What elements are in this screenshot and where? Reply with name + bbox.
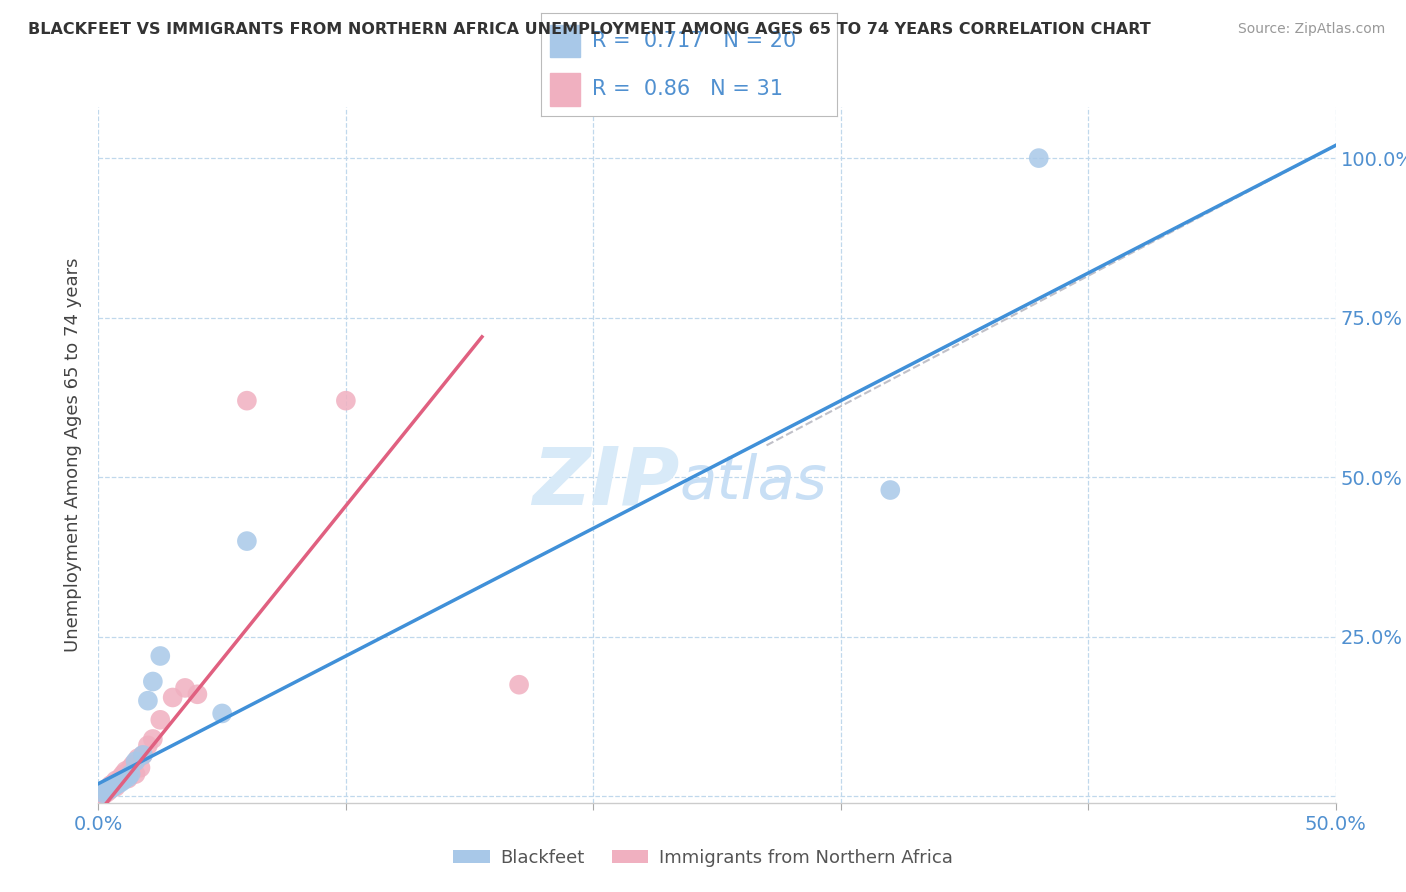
Text: R =  0.717   N = 20: R = 0.717 N = 20 bbox=[592, 31, 796, 51]
Point bbox=[120, 767, 142, 781]
Point bbox=[132, 747, 155, 762]
Point bbox=[94, 783, 117, 797]
Point bbox=[94, 786, 117, 800]
Point bbox=[100, 778, 122, 792]
Point bbox=[107, 775, 129, 789]
Point bbox=[93, 786, 115, 800]
Point bbox=[136, 694, 159, 708]
Point bbox=[97, 783, 120, 797]
Point bbox=[508, 678, 530, 692]
Point bbox=[103, 777, 125, 791]
Legend: Blackfeet, Immigrants from Northern Africa: Blackfeet, Immigrants from Northern Afri… bbox=[446, 842, 960, 874]
Point bbox=[90, 789, 112, 804]
Point bbox=[211, 706, 233, 721]
Point bbox=[114, 764, 136, 778]
Point bbox=[112, 767, 135, 781]
Point bbox=[124, 767, 146, 781]
Point bbox=[107, 777, 129, 791]
Point bbox=[142, 731, 165, 746]
Point bbox=[104, 780, 127, 794]
Point bbox=[112, 773, 135, 788]
Point bbox=[120, 761, 142, 775]
Point bbox=[132, 747, 155, 762]
Point bbox=[236, 534, 259, 549]
Point bbox=[127, 751, 149, 765]
Point bbox=[174, 681, 197, 695]
Point bbox=[104, 773, 127, 788]
Text: R =  0.86   N = 31: R = 0.86 N = 31 bbox=[592, 79, 783, 99]
Y-axis label: Unemployment Among Ages 65 to 74 years: Unemployment Among Ages 65 to 74 years bbox=[65, 258, 83, 652]
Point bbox=[117, 772, 139, 786]
Point bbox=[124, 754, 146, 768]
Point bbox=[110, 775, 132, 789]
Point bbox=[879, 483, 901, 497]
Point bbox=[104, 778, 127, 792]
Point bbox=[335, 393, 357, 408]
Text: BLACKFEET VS IMMIGRANTS FROM NORTHERN AFRICA UNEMPLOYMENT AMONG AGES 65 TO 74 YE: BLACKFEET VS IMMIGRANTS FROM NORTHERN AF… bbox=[28, 22, 1152, 37]
Point bbox=[100, 781, 122, 796]
Point bbox=[93, 788, 115, 802]
Point bbox=[122, 757, 145, 772]
Point bbox=[142, 674, 165, 689]
Point bbox=[162, 690, 184, 705]
Point bbox=[110, 770, 132, 784]
Point bbox=[236, 393, 259, 408]
Point bbox=[100, 781, 122, 796]
Text: ZIP: ZIP bbox=[533, 443, 681, 522]
Point bbox=[97, 784, 120, 798]
Point bbox=[117, 770, 139, 784]
Point bbox=[129, 761, 152, 775]
Bar bbox=[550, 25, 579, 57]
Text: Source: ZipAtlas.com: Source: ZipAtlas.com bbox=[1237, 22, 1385, 37]
Point bbox=[93, 786, 115, 800]
Point bbox=[1028, 151, 1050, 165]
Text: atlas: atlas bbox=[681, 453, 828, 512]
Point bbox=[136, 739, 159, 753]
Point bbox=[94, 784, 117, 798]
Point bbox=[149, 648, 172, 663]
Bar bbox=[550, 73, 579, 106]
Point bbox=[149, 713, 172, 727]
Point bbox=[186, 687, 208, 701]
Point bbox=[103, 780, 125, 794]
